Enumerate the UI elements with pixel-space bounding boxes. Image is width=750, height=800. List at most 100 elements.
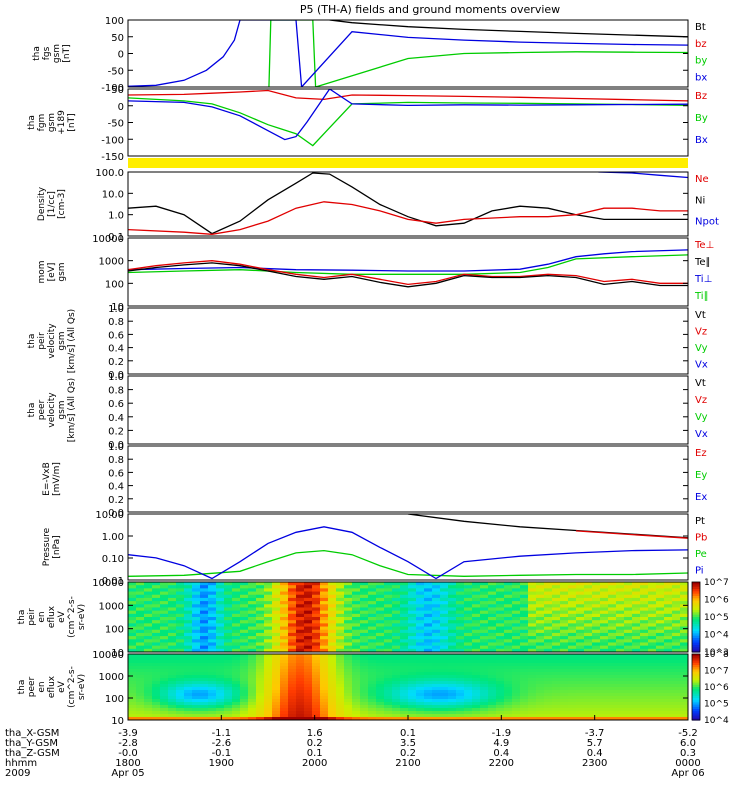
spectrogram-cell xyxy=(440,690,449,694)
spectrogram-cell xyxy=(224,588,233,593)
spectrogram-cell xyxy=(584,705,593,709)
spectrogram-cell xyxy=(264,623,273,628)
spectrogram-cell xyxy=(472,672,481,676)
spectrogram-cell xyxy=(312,582,321,586)
spectrogram-cell xyxy=(584,714,593,718)
spectrogram-cell xyxy=(584,639,593,644)
spectrogram-cell xyxy=(648,681,657,685)
spectrogram-cell xyxy=(624,714,633,718)
spectrogram-cell xyxy=(456,591,465,596)
spectrogram-cell xyxy=(616,681,625,685)
spectrogram-cell xyxy=(408,585,417,589)
spectrogram-cell xyxy=(200,629,209,634)
spectrogram-cell xyxy=(448,623,457,628)
spectrogram-cell xyxy=(312,681,321,685)
colorbar-segment xyxy=(692,628,700,632)
spectrogram-cell xyxy=(592,610,601,615)
spectrogram-cell xyxy=(144,636,153,640)
spectrogram-cell xyxy=(232,702,241,706)
spectrogram-cell xyxy=(208,639,217,644)
y-axis-label: eflux xyxy=(47,675,57,698)
spectrogram-cell xyxy=(192,607,201,612)
spectrogram-cell xyxy=(240,620,249,624)
spectrogram-cell xyxy=(568,585,577,589)
spectrogram-cell xyxy=(320,702,329,706)
colorbar-segment xyxy=(692,649,700,653)
spectrogram-cell xyxy=(224,663,233,667)
spectrogram-cell xyxy=(424,675,433,679)
spectrogram-cell xyxy=(568,660,577,664)
spectrogram-cell xyxy=(184,702,193,706)
spectrogram-cell xyxy=(360,629,369,634)
spectrogram-cell xyxy=(296,663,305,667)
spectrogram-cell xyxy=(304,632,313,637)
spectrogram-cell xyxy=(392,604,401,609)
spectrogram-cell xyxy=(152,588,161,593)
spectrogram-cell xyxy=(336,669,345,673)
spectrogram-cell xyxy=(368,675,377,679)
spectrogram-cell xyxy=(136,607,145,612)
spectrogram-cell xyxy=(536,642,545,647)
spectrogram-cell xyxy=(664,696,673,700)
spectrogram-cell xyxy=(256,660,265,664)
spectrogram-cell xyxy=(152,617,161,621)
colorbar-segment xyxy=(692,673,700,677)
spectrogram-cell xyxy=(632,669,641,673)
spectrogram-cell xyxy=(640,642,649,647)
spectrogram-cell xyxy=(392,708,401,712)
spectrogram-cell xyxy=(336,639,345,644)
spectrogram-cell xyxy=(328,623,337,628)
spectrogram-cell xyxy=(280,696,289,700)
spectrogram-cell xyxy=(200,582,209,586)
spectrogram-cell xyxy=(312,669,321,673)
spectrogram-cell xyxy=(368,681,377,685)
spectrogram-cell xyxy=(352,623,361,628)
ephemeris-value: 2100 xyxy=(395,758,420,769)
spectrogram-cell xyxy=(504,636,513,640)
colorbar-segment xyxy=(692,691,700,695)
legend-entry: Vz xyxy=(695,327,707,338)
spectrogram-cell xyxy=(192,620,201,624)
spectrogram-cell xyxy=(576,690,585,694)
spectrogram-cell xyxy=(224,657,233,661)
spectrogram-cell xyxy=(424,702,433,706)
spectrogram-cell xyxy=(512,607,521,612)
spectrogram-cell xyxy=(368,588,377,593)
spectrogram-cell xyxy=(256,591,265,596)
spectrogram-cell xyxy=(152,636,161,640)
spectrogram-cell xyxy=(512,623,521,628)
spectrogram-cell xyxy=(200,623,209,628)
spectrogram-cell xyxy=(376,678,385,682)
spectrogram-cell xyxy=(656,687,665,691)
spectrogram-cell xyxy=(512,675,521,679)
spectrogram-cell xyxy=(616,632,625,637)
spectrogram-cell xyxy=(472,613,481,618)
spectrogram-cell xyxy=(248,626,257,631)
spectrogram-cell xyxy=(208,690,217,694)
spectrogram-cell xyxy=(456,699,465,703)
spectrogram-cell xyxy=(448,711,457,715)
spectrogram-cell xyxy=(304,657,313,661)
colorbar-segment xyxy=(692,684,700,688)
y-axis-label: [nPa] xyxy=(52,535,62,558)
spectrogram-cell xyxy=(520,675,529,679)
spectrogram-cell xyxy=(608,604,617,609)
spectrogram-cell xyxy=(584,594,593,599)
legend-entry: Vx xyxy=(695,429,708,440)
legend-entry: Ey xyxy=(695,470,707,481)
spectrogram-cell xyxy=(480,597,489,602)
spectrogram-cell xyxy=(328,690,337,694)
spectrogram-cell xyxy=(624,607,633,612)
spectrogram-cell xyxy=(584,601,593,605)
spectrogram-cell xyxy=(208,642,217,647)
spectrogram-cell xyxy=(304,675,313,679)
spectrogram-cell xyxy=(552,623,561,628)
spectrogram-cell xyxy=(376,663,385,667)
spectrogram-cell xyxy=(616,582,625,586)
spectrogram-cell xyxy=(424,699,433,703)
spectrogram-cell xyxy=(448,632,457,637)
spectrogram-cell xyxy=(264,632,273,637)
spectrogram-cell xyxy=(336,684,345,688)
spectrogram-cell xyxy=(296,623,305,628)
spectrogram-cell xyxy=(168,632,177,637)
